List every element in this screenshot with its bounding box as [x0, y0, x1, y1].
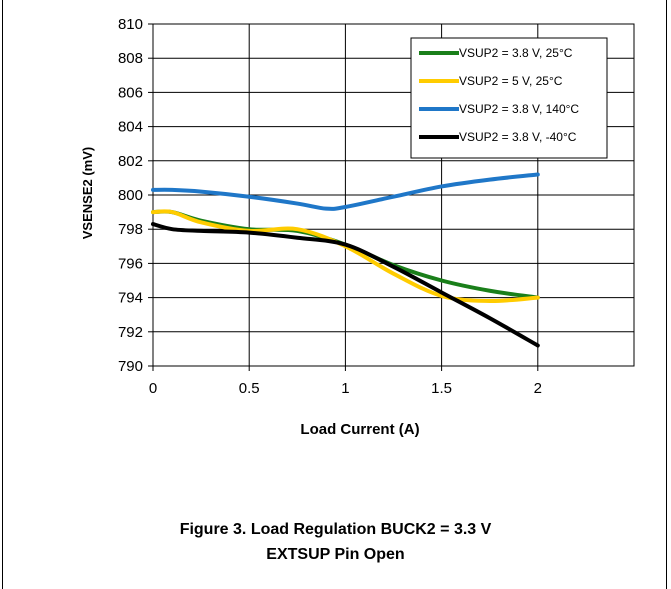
y-tick-label: 808 — [118, 50, 143, 67]
x-axis-label: Load Current (A) — [300, 421, 419, 438]
legend-entry: VSUP2 = 5 V, 25°C — [459, 74, 563, 88]
series-line-3 — [151, 172, 540, 211]
x-tick-label: 2 — [534, 380, 542, 397]
legend-entry: VSUP2 = 3.8 V, -40°C — [459, 130, 577, 144]
load-regulation-chart: 790 792 794 796 798 800 802 804 806 808 810 0 0.5 1 1.… — [80, 16, 635, 438]
y-tick-label: 798 — [118, 221, 143, 238]
x-tick-label: 1.5 — [431, 380, 452, 397]
x-tick-label: 1 — [341, 380, 349, 397]
legend-entry: VSUP2 = 3.8 V, 140°C — [459, 102, 579, 116]
page-border-right — [666, 0, 667, 589]
series-line-2 — [151, 209, 540, 304]
x-tick-label: 0.5 — [239, 380, 260, 397]
y-tick-label: 810 — [118, 16, 143, 33]
y-tick-label: 792 — [118, 324, 143, 341]
plot-area-border — [152, 23, 635, 367]
legend-entry: VSUP2 = 3.8 V, 25°C — [459, 46, 573, 60]
y-tick-label: 802 — [118, 153, 143, 170]
y-tick-label: 794 — [118, 290, 143, 307]
figure-caption-line1: Figure 3. Load Regulation BUCK2 = 3.3 V — [179, 521, 492, 538]
y-tick-label: 800 — [118, 187, 143, 204]
y-axis-label: VSENSE2 (mV) — [80, 147, 95, 239]
y-tick-label: 806 — [118, 84, 143, 101]
page-border-left — [2, 0, 3, 589]
y-tick-label: 796 — [118, 255, 143, 272]
y-tick-label: 790 — [118, 358, 143, 375]
series-line-4 — [151, 222, 540, 348]
chart-tick-labels: 790 792 794 796 798 800 802 804 806 808 810 0 0.5 1 1.… — [118, 16, 542, 397]
x-tick-label: 0 — [149, 380, 157, 397]
chart-series — [151, 172, 540, 348]
chart-legend: VSUP2 = 3.8 V, 25°C VSUP2 = 5 V, 25°C VSUP… — [410, 37, 608, 159]
chart-axes — [148, 23, 635, 371]
figure-caption-line2: EXTSUP Pin Open — [266, 546, 405, 563]
y-tick-label: 804 — [118, 119, 143, 136]
